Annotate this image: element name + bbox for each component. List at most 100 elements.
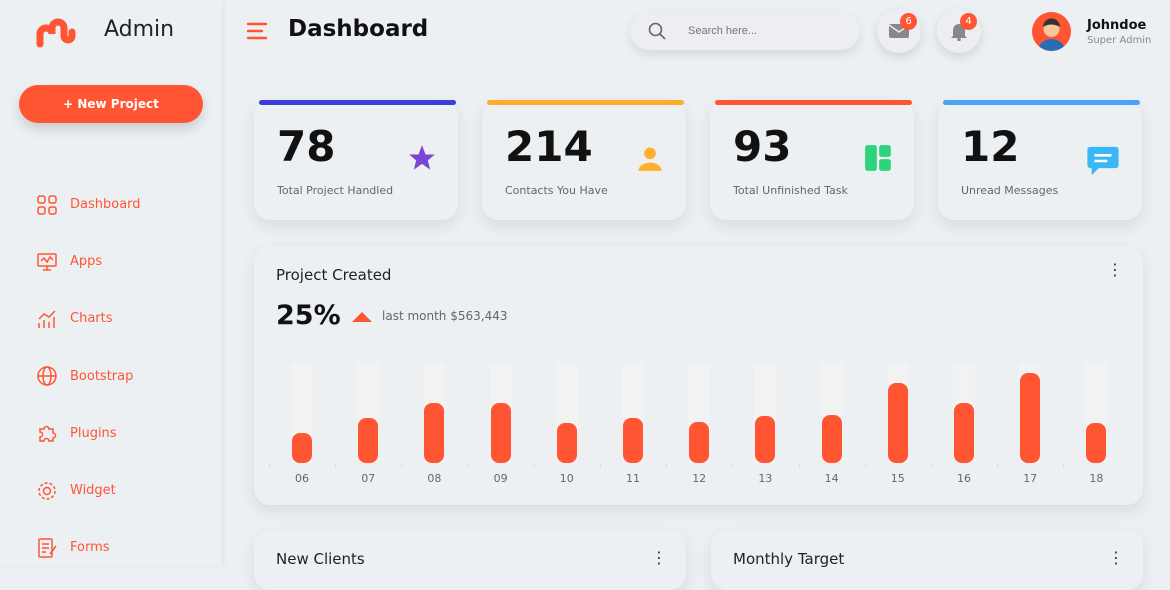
sidebar-item-widget[interactable]: Widget xyxy=(36,462,141,519)
percent-value: 25% xyxy=(276,300,341,331)
sidebar-item-apps[interactable]: Apps xyxy=(36,233,141,290)
stat-label: Unread Messages xyxy=(961,184,1059,197)
stat-card: 93 Total Unfinished Task xyxy=(710,100,914,220)
stat-color-bar xyxy=(487,100,684,105)
bar-18[interactable] xyxy=(1086,423,1107,463)
stat-label: Total Unfinished Task xyxy=(733,184,848,197)
sidebar-item-label: Apps xyxy=(70,254,103,270)
x-tick xyxy=(401,464,403,468)
x-tick xyxy=(269,464,270,468)
sidebar-item-label: Dashboard xyxy=(70,197,141,213)
more-options-icon[interactable]: ⋮ xyxy=(651,548,667,567)
sidebar-item-label: Bootstrap xyxy=(70,368,134,384)
stat-card: 12 Unread Messages xyxy=(938,100,1142,220)
percent-subtitle: last month $563,443 xyxy=(382,309,508,323)
sidebar-item-bootstrap[interactable]: Bootstrap xyxy=(36,348,141,405)
notifications-badge: 4 xyxy=(960,13,977,30)
globe-icon xyxy=(37,366,57,386)
card-title: Project Created xyxy=(276,266,392,284)
bar-column xyxy=(754,363,777,463)
x-tick xyxy=(864,464,866,468)
messages-badge: 6 xyxy=(900,13,917,30)
x-tick-label: 12 xyxy=(692,472,707,485)
bar-column xyxy=(820,363,843,463)
user-name: Johndoe xyxy=(1087,18,1147,33)
more-options-icon[interactable]: ⋮ xyxy=(1107,260,1123,279)
avatar[interactable] xyxy=(1032,12,1071,51)
bar-column xyxy=(886,363,909,463)
bar-11[interactable] xyxy=(623,418,643,463)
x-tick-label: 10 xyxy=(559,472,574,485)
bar-column xyxy=(357,363,380,463)
x-tick xyxy=(467,464,469,468)
bar-06[interactable] xyxy=(292,433,312,463)
search-input[interactable] xyxy=(688,25,838,37)
star-icon xyxy=(408,144,436,176)
stat-color-bar xyxy=(943,100,1140,105)
sidebar: Admin + New Project Dashboard Apps Charts B… xyxy=(0,0,222,565)
card-title: Monthly Target xyxy=(733,550,845,568)
stat-color-bar xyxy=(259,100,456,105)
new-clients-card: New Clients ⋮ xyxy=(254,530,686,590)
sidebar-item-charts[interactable]: Charts xyxy=(36,290,141,347)
bar-17[interactable] xyxy=(1020,373,1041,463)
search-box[interactable] xyxy=(630,12,860,50)
monitor-icon xyxy=(37,253,57,271)
bar-column xyxy=(688,363,711,463)
bar-07[interactable] xyxy=(358,418,379,463)
bar-09[interactable] xyxy=(490,403,511,463)
user-icon xyxy=(636,144,664,176)
sidebar-item-label: Forms xyxy=(70,540,110,556)
sidebar-item-dashboard[interactable]: Dashboard xyxy=(36,176,141,233)
x-tick xyxy=(533,464,535,468)
x-tick-label: 13 xyxy=(758,472,773,485)
sidebar-item-plugins[interactable]: Plugins xyxy=(36,405,141,462)
bar-column xyxy=(423,363,446,463)
stat-card: 78 Total Project Handled xyxy=(254,100,458,220)
sidebar-item-forms[interactable]: Forms xyxy=(36,519,141,576)
bar-column xyxy=(489,363,512,463)
trend-up-icon xyxy=(352,312,372,322)
bar-column xyxy=(1085,363,1108,463)
bar-16[interactable] xyxy=(954,403,974,463)
stat-label: Total Project Handled xyxy=(277,184,394,197)
bar-13[interactable] xyxy=(755,416,776,463)
x-tick xyxy=(600,464,601,468)
logo-icon xyxy=(36,18,76,48)
puzzle-icon xyxy=(39,426,57,443)
stat-color-bar xyxy=(715,100,912,105)
card-title: New Clients xyxy=(276,550,365,568)
messages-button[interactable]: 6 xyxy=(877,9,921,53)
new-project-button[interactable]: + New Project xyxy=(19,85,203,123)
sidebar-item-label: Widget xyxy=(70,483,116,499)
stat-card: 214 Contacts You Have xyxy=(482,100,686,220)
x-tick xyxy=(1063,464,1065,468)
grid-icon xyxy=(37,194,57,215)
x-tick xyxy=(997,464,999,468)
bar-column xyxy=(555,363,578,463)
more-options-icon[interactable]: ⋮ xyxy=(1108,548,1124,567)
search-icon xyxy=(648,22,666,40)
sidebar-item-label: Plugins xyxy=(70,425,117,441)
sidebar-item-label: Charts xyxy=(70,311,113,327)
bar-column xyxy=(953,363,975,463)
x-tick-label: 15 xyxy=(890,472,905,485)
stat-value: 93 xyxy=(733,122,792,171)
x-tick-label: 18 xyxy=(1089,472,1104,485)
bar-15[interactable] xyxy=(887,383,908,463)
bar-column xyxy=(291,363,313,463)
bar-08[interactable] xyxy=(424,403,445,463)
bar-column xyxy=(1019,363,1042,463)
x-tick xyxy=(335,464,337,468)
x-tick-label: 07 xyxy=(361,472,376,485)
project-created-card: Project Created ⋮ 25% last month $563,44… xyxy=(254,246,1143,505)
hamburger-menu-icon[interactable] xyxy=(246,22,268,40)
gear-icon xyxy=(38,481,56,500)
bar-12[interactable] xyxy=(689,422,710,463)
x-tick xyxy=(732,464,734,468)
notifications-button[interactable]: 4 xyxy=(937,9,981,53)
sidebar-nav: Dashboard Apps Charts Bootstrap Plugins Widge… xyxy=(36,176,141,576)
bar-14[interactable] xyxy=(821,415,842,463)
x-tick-label: 16 xyxy=(957,472,971,485)
bar-10[interactable] xyxy=(556,423,577,463)
